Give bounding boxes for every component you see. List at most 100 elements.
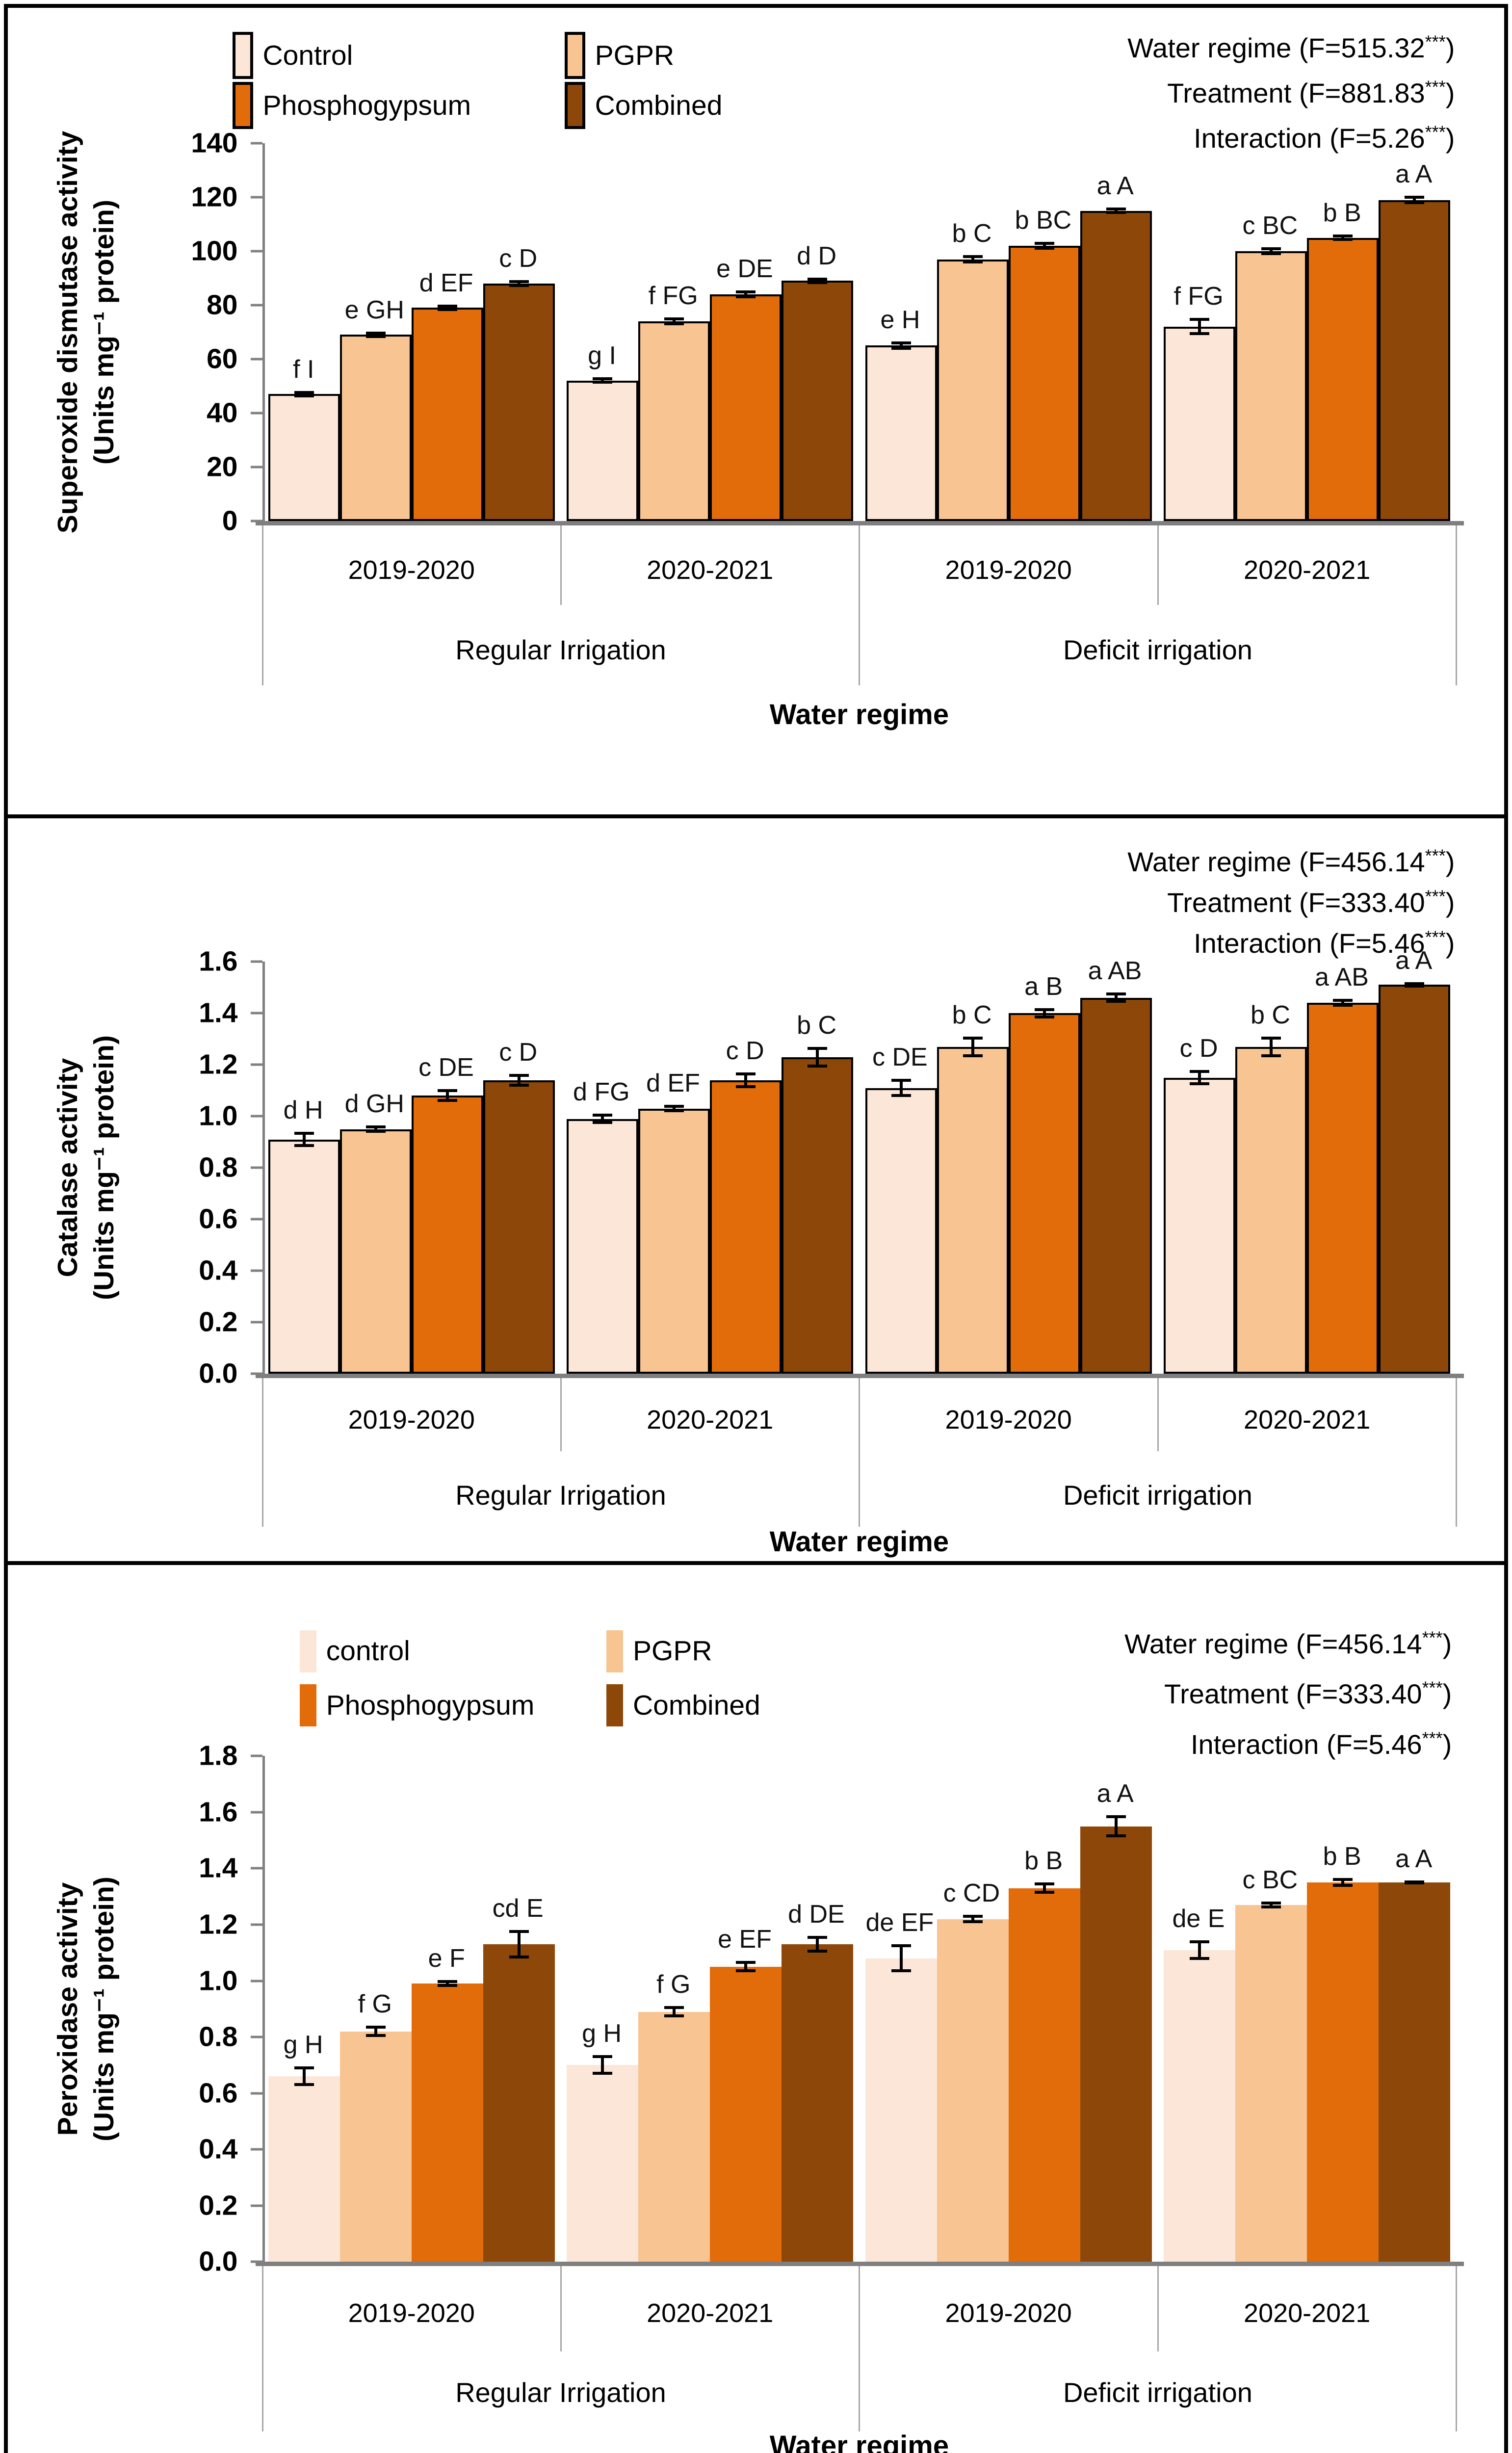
- y-tick-label: 0.8: [199, 2021, 238, 2053]
- bar-combined-2019-2020-g0: [483, 1080, 555, 1374]
- legend-swatch: [299, 1630, 316, 1672]
- significance-letters: e DE: [716, 254, 773, 283]
- y-tick-label: 1.0: [199, 1100, 238, 1132]
- error-bar: [1190, 1940, 1210, 1960]
- y-tick-mark: [250, 466, 262, 469]
- error-bar: [294, 2066, 314, 2087]
- catalase-panel: Catalase activity (Units mg⁻¹ protein) 0.0…: [4, 814, 1508, 1565]
- error-bar-stem: [1043, 1882, 1046, 1894]
- y-tick-mark: [250, 1867, 262, 1870]
- significance-letters: b B: [1323, 1842, 1361, 1871]
- error-bar-stem: [302, 1131, 306, 1148]
- y-tick-label: 0.4: [199, 2133, 238, 2165]
- error-bar-stem: [1043, 1008, 1046, 1018]
- error-bar: [1034, 1882, 1054, 1894]
- y-tick-label: 1.4: [199, 1852, 238, 1884]
- error-bar: [1405, 196, 1425, 204]
- significance-letters: c D: [726, 1037, 764, 1066]
- y-tick-label: 100: [191, 235, 238, 267]
- error-bar-stem: [1114, 992, 1118, 1003]
- significance-letters: c D: [1179, 1034, 1218, 1063]
- error-bar: [509, 1930, 529, 1958]
- error-bar: [1261, 1902, 1281, 1908]
- stats-significance-stars: ***: [1425, 845, 1446, 865]
- error-bar: [736, 290, 756, 299]
- stats-close-paren: ): [1445, 928, 1455, 959]
- significance-letters: a A: [1395, 1845, 1433, 1874]
- bar-phosphogypsum-2019-2020-g0: [411, 308, 483, 521]
- bar-pgpr-2020-2021-g3: [1235, 1046, 1307, 1374]
- regime-separator: [859, 1378, 860, 1527]
- legend-item-phosphogypsum: Phosphogypsum: [232, 82, 471, 130]
- error-bar-cap-bottom: [736, 1969, 756, 1973]
- significance-letters: d D: [797, 241, 837, 270]
- error-bar-cap-bottom: [664, 322, 684, 326]
- x-year-label: 2019-2020: [348, 555, 475, 585]
- y-tick-label: 0.2: [199, 2190, 238, 2221]
- error-bar-cap-bottom: [1261, 1905, 1281, 1908]
- error-bar-cap-bottom: [891, 1969, 911, 1973]
- y-tick-label: 1.8: [199, 1740, 238, 1772]
- error-bar-cap-bottom: [736, 1085, 756, 1088]
- x-regime-label: Regular Irrigation: [455, 2376, 666, 2408]
- error-bar-stem: [1270, 247, 1273, 256]
- bar-pgpr-2020-2021-g1: [638, 2011, 710, 2262]
- stats-significance-stars: ***: [1422, 1627, 1443, 1648]
- bar-phosphogypsum-2019-2020-g2: [1008, 1013, 1080, 1374]
- regime-separator: [1456, 1378, 1458, 1527]
- stats-close-paren: ): [1445, 846, 1455, 877]
- y-tick-label: 120: [191, 181, 238, 213]
- stats-text: Treatment (F=333.40: [1164, 1678, 1422, 1710]
- y-tick-mark: [250, 1012, 262, 1015]
- error-bar-cap-bottom: [1333, 1004, 1353, 1007]
- regime-separator: [859, 525, 860, 685]
- bar-control-2019-2020-g0: [268, 2076, 340, 2262]
- significance-letters: d H: [283, 1096, 323, 1124]
- stats-close-paren: ): [1445, 32, 1455, 64]
- stats-line: Water regime (F=515.32***): [1127, 32, 1455, 64]
- y-tick-mark: [250, 2260, 262, 2263]
- significance-letters: a A: [1096, 1779, 1134, 1808]
- bar-pgpr-2019-2020-g0: [339, 2031, 412, 2262]
- legend-swatch: [299, 1684, 316, 1727]
- stats-close-paren: ): [1442, 1628, 1452, 1659]
- stats-text: Interaction (F=5.46: [1194, 928, 1425, 959]
- error-bar-stem: [744, 290, 748, 299]
- stats-text: Treatment (F=333.40: [1167, 887, 1425, 918]
- stats-line: Water regime (F=456.14***): [1124, 1627, 1452, 1659]
- error-bar-cap-bottom: [437, 1984, 457, 1987]
- error-bar: [1333, 234, 1353, 241]
- legend-item-control: control: [299, 1630, 410, 1672]
- bar-combined-2019-2020-g2: [1080, 997, 1152, 1374]
- bar-phosphogypsum-2019-2020-g2: [1008, 246, 1080, 521]
- bar-control-2020-2021-g1: [567, 2065, 639, 2262]
- bar-combined-2020-2021-g3: [1379, 985, 1451, 1374]
- regime-separator: [859, 2266, 860, 2432]
- error-bar-cap-bottom: [1034, 1890, 1054, 1894]
- y-tick-label: 1.2: [199, 1048, 238, 1080]
- stats-line: Water regime (F=456.14***): [1127, 845, 1455, 877]
- y-tick-label: 0.8: [199, 1151, 238, 1183]
- error-bar: [1106, 1815, 1126, 1838]
- error-bar-cap-bottom: [1261, 252, 1281, 256]
- error-bar-cap-bottom: [664, 2014, 684, 2018]
- error-bar-stem: [601, 2055, 604, 2075]
- stats-line: Treatment (F=333.40***): [1167, 887, 1455, 918]
- error-bar: [1190, 1070, 1210, 1086]
- y-axis-title-line2: (Units mg⁻¹ protein): [88, 1035, 120, 1301]
- error-bar: [437, 304, 457, 312]
- error-bar-cap-bottom: [1190, 1957, 1210, 1960]
- y-tick-mark: [250, 142, 262, 145]
- error-bar-cap-bottom: [1405, 1881, 1425, 1885]
- significance-letters: f G: [358, 1990, 392, 2019]
- error-bar-stem: [899, 1944, 903, 1973]
- significance-letters: c D: [499, 1038, 538, 1067]
- stats-line: Interaction (F=5.26***): [1194, 123, 1455, 152]
- y-tick-label: 0.6: [199, 2077, 238, 2109]
- error-bar: [1034, 1008, 1054, 1018]
- y-tick-mark: [250, 2204, 262, 2207]
- error-bar-stem: [1198, 1940, 1201, 1960]
- bar-control-2020-2021-g1: [567, 1119, 639, 1374]
- bar-control-2019-2020-g2: [865, 1958, 937, 2262]
